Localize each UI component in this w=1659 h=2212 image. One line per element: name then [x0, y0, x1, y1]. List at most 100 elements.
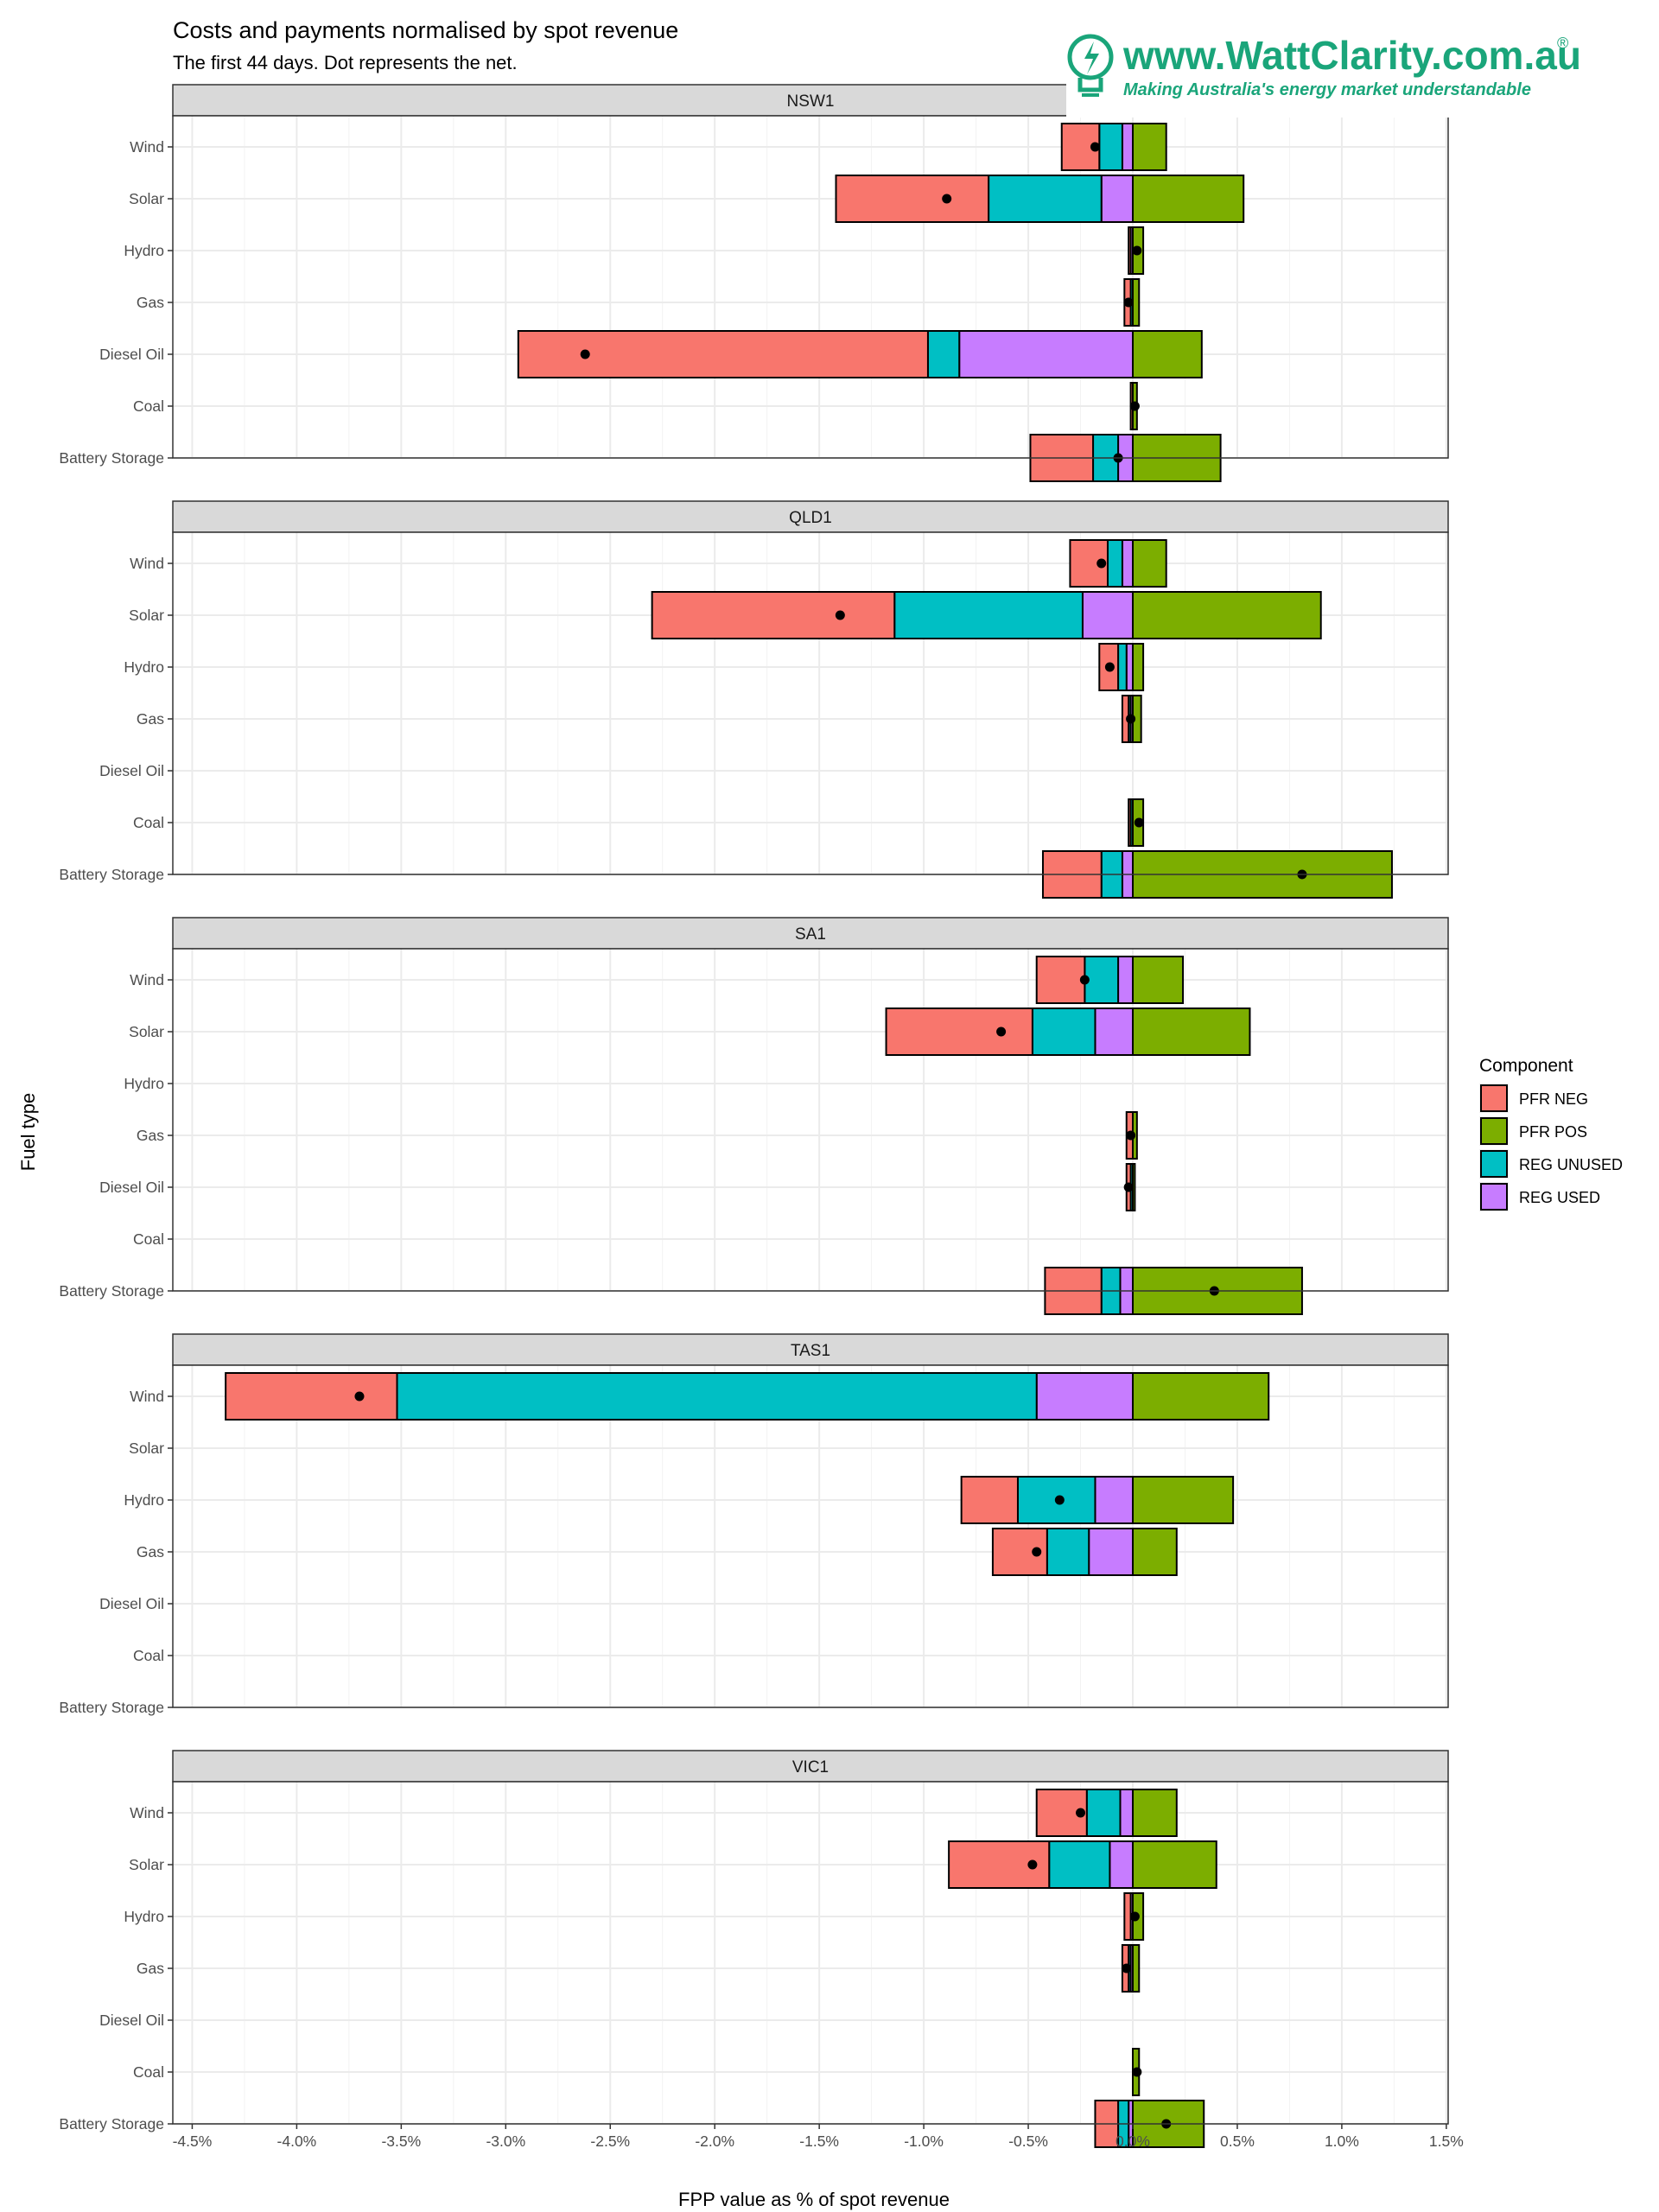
x-tick-label: -3.5% — [381, 2133, 421, 2150]
bar-segment-reg-unused — [988, 175, 1103, 223]
y-tick-label: Coal — [133, 1647, 164, 1664]
y-tick-label: Hydro — [124, 1075, 164, 1092]
bar-segment-reg-used — [1081, 591, 1134, 639]
bar-group — [1035, 956, 1185, 1004]
bar-segment-pfr-neg — [1123, 1892, 1132, 1941]
bar-segment-reg-used — [1100, 175, 1134, 223]
bar-group — [1123, 1892, 1145, 1941]
y-tick-label: Diesel Oil — [99, 2012, 164, 2029]
bar-segment-reg-unused — [893, 591, 1084, 639]
net-dot — [1054, 1495, 1065, 1505]
panel-border — [172, 1781, 1449, 2125]
facet-strip-label: VIC1 — [792, 1758, 829, 1777]
y-tick-label: Solar — [129, 1023, 164, 1040]
y-tick-label: Solar — [129, 1440, 164, 1457]
bar-segment-pfr-pos — [1132, 539, 1167, 588]
legend: Component PFR NEG PFR POS REG UNUSED REG US… — [1479, 1056, 1623, 1211]
bar-segment-pfr-pos — [1132, 643, 1145, 691]
y-tick-label: Coal — [133, 814, 164, 831]
y-tick-label: Gas — [137, 710, 164, 728]
x-axis-title: FPP value as % of spot revenue — [678, 2189, 950, 2210]
x-tick-label: -1.0% — [904, 2133, 944, 2150]
legend-label: REG USED — [1519, 1189, 1600, 1206]
y-tick-label: Gas — [137, 294, 164, 311]
bar-segment-pfr-neg — [1035, 956, 1086, 1004]
bar-segment-reg-unused — [926, 330, 961, 378]
y-tick-label: Coal — [133, 397, 164, 415]
y-tick-label: Diesel Oil — [99, 346, 164, 363]
bar-segment-pfr-neg — [651, 591, 896, 639]
net-dot — [1132, 245, 1142, 256]
bar-group — [960, 1476, 1235, 1524]
net-dot — [996, 1027, 1007, 1037]
bar-segment-pfr-neg — [1128, 798, 1132, 847]
bar-segment-pfr-pos — [1132, 1840, 1217, 1889]
bar-segment-reg-unused — [396, 1372, 1038, 1421]
x-tick-label: -0.5% — [1008, 2133, 1048, 2150]
y-tick-label: Hydro — [124, 242, 164, 259]
net-dot — [1027, 1859, 1038, 1870]
facet-strip-label: SA1 — [795, 925, 826, 944]
panel-background — [173, 949, 1448, 1291]
y-tick-label: Gas — [137, 1960, 164, 1977]
net-dot — [1129, 1911, 1140, 1922]
bar-segment-reg-used — [1094, 1476, 1135, 1524]
bar-group — [1123, 278, 1141, 327]
y-tick-label: Wind — [130, 1804, 164, 1821]
legend-label: PFR NEG — [1519, 1090, 1588, 1108]
bar-segment-pfr-pos — [1132, 330, 1203, 378]
bar-group — [225, 1372, 1270, 1421]
chart-title: Costs and payments normalised by spot re… — [173, 17, 678, 43]
logo-url: www.WattClarity.com.au — [1122, 33, 1581, 78]
x-tick-label: -2.5% — [590, 2133, 630, 2150]
legend-title: Component — [1479, 1056, 1573, 1076]
bar-group — [1035, 1789, 1178, 1837]
bar-segment-reg-unused — [1031, 1007, 1096, 1056]
bar-segment-pfr-pos — [1132, 956, 1185, 1004]
net-dot — [942, 194, 952, 204]
facet-panel-nsw1: NSW1 Wind Solar Hydro Gas Diesel Oil Coal Batte… — [59, 84, 1449, 482]
bar-segment-reg-used — [1035, 1372, 1134, 1421]
legend-swatch — [1480, 1084, 1508, 1112]
y-tick-label: Gas — [137, 1543, 164, 1560]
y-tick-label: Hydro — [124, 658, 164, 676]
bar-group — [1129, 382, 1140, 430]
net-dot — [1129, 401, 1140, 411]
x-tick-label: -4.5% — [173, 2133, 213, 2150]
bar-segment-pfr-pos — [1132, 1372, 1270, 1421]
y-tick-label: Hydro — [124, 1491, 164, 1509]
bar-segment-reg-unused — [1106, 539, 1123, 588]
bar-segment-reg-used — [1094, 1007, 1135, 1056]
facet-panels: NSW1 Wind Solar Hydro Gas Diesel Oil Coal Batte… — [59, 84, 1449, 2148]
bar-group — [991, 1528, 1178, 1576]
bar-segment-pfr-neg — [225, 1372, 398, 1421]
legend-swatch — [1480, 1117, 1508, 1145]
legend-swatch — [1480, 1150, 1508, 1178]
bar-group — [1125, 1111, 1138, 1160]
bar-group — [885, 1007, 1251, 1056]
y-tick-label: Battery Storage — [59, 449, 164, 467]
bar-segment-reg-used — [1125, 643, 1135, 691]
net-dot — [1132, 2067, 1142, 2077]
x-axis: -4.5% -4.0% -3.5% -3.0% -2.5% -2.0% -1.5% -1.0%… — [173, 2124, 1464, 2150]
bar-segment-pfr-pos — [1132, 1476, 1235, 1524]
lightbulb-icon — [1067, 34, 1114, 97]
y-axis-title: Fuel type — [17, 1093, 39, 1172]
facet-panel-tas1: TAS1 Wind Solar Hydro Gas Diesel Oil Coal Batte… — [59, 1333, 1449, 1716]
panel-border — [172, 531, 1449, 875]
panel-border — [172, 115, 1449, 459]
bar-segment-reg-used — [1119, 1789, 1134, 1837]
net-dot — [1123, 297, 1134, 308]
y-tick-label: Battery Storage — [59, 866, 164, 883]
bar-segment-reg-used — [1117, 956, 1135, 1004]
bar-group — [1132, 2048, 1142, 2096]
bar-segment-pfr-pos — [1132, 123, 1167, 171]
facet-panel-qld1: QLD1 Wind Solar Hydro Gas Diesel Oil Coal Batte… — [59, 500, 1449, 899]
panel-border — [172, 948, 1449, 1292]
net-dot — [1076, 1808, 1086, 1818]
bar-segment-pfr-pos — [1132, 1789, 1178, 1837]
bar-segment-pfr-pos — [1132, 175, 1245, 223]
bar-segment-pfr-pos — [1132, 1528, 1178, 1576]
bar-segment-pfr-pos — [1132, 1007, 1251, 1056]
bar-segment-pfr-neg — [885, 1007, 1033, 1056]
